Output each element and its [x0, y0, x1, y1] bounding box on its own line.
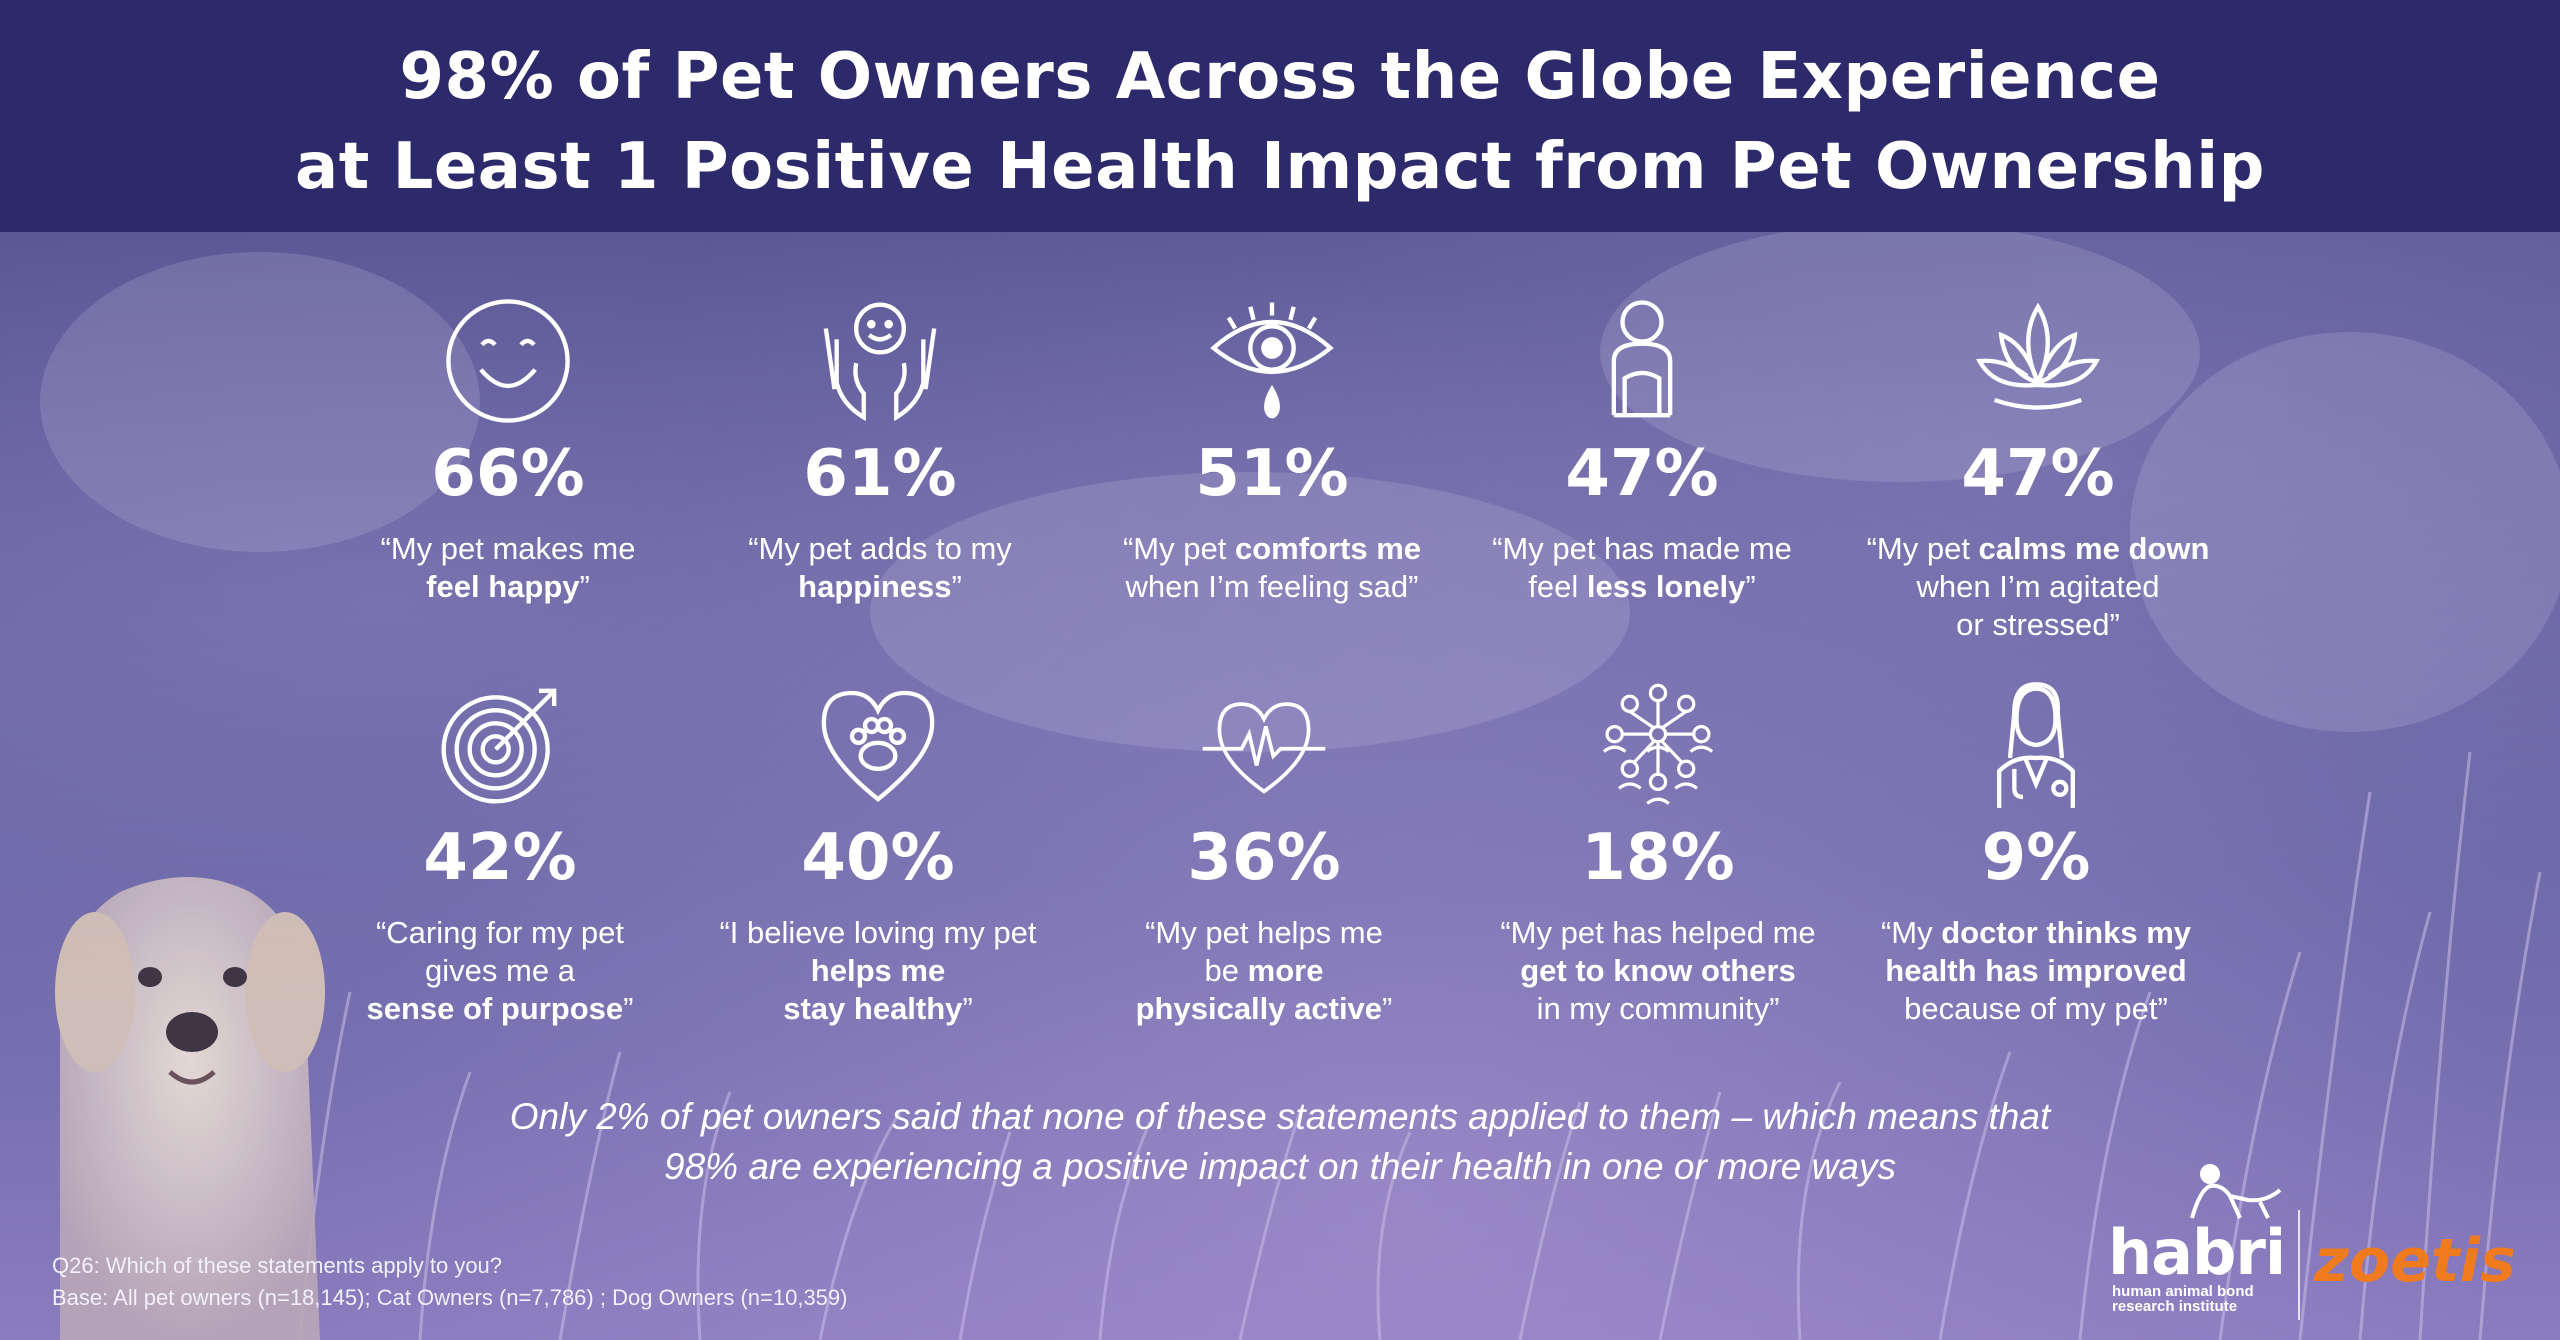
stat-sense-of-purpose: 42% “Caring for my pet gives me a sense of… [310, 680, 690, 1028]
stat-percent: 47% [1565, 437, 1719, 511]
stat-percent: 36% [1187, 821, 1341, 895]
zoetis-logo: zoetis [2314, 1226, 2516, 1296]
target-icon [441, 688, 557, 804]
community-network-icon [1602, 683, 1714, 805]
stat-know-others: 18% “My pet has helped me get to know oth… [1468, 680, 1848, 1028]
stat-percent: 40% [801, 821, 955, 895]
summary-text: Only 2% of pet owners said that none of … [300, 1092, 2260, 1192]
logo-divider [2298, 1210, 2300, 1320]
hands-holding-happy-face-icon [823, 302, 937, 422]
summary-line-1: Only 2% of pet owners said that none of … [509, 1096, 2051, 1137]
stat-quote: “My pet has made me feel less lonely” [1492, 531, 1792, 604]
stat-quote: “My pet has helped me get to know others i… [1500, 915, 1816, 1026]
stat-quote: “My doctor thinks my health has improved b… [1880, 915, 2192, 1026]
lonely-person-icon [1611, 300, 1673, 418]
stat-percent: 61% [803, 437, 957, 511]
stat-quote: “Caring for my pet gives me a sense of pur… [366, 915, 634, 1026]
summary-line-2: 98% are experiencing a positive impact o… [664, 1146, 1896, 1187]
stat-quote: “My pet comforts me when I’m feeling sad” [1122, 531, 1421, 604]
stat-percent: 66% [431, 437, 585, 511]
stat-happiness: 61% “My pet adds to my happiness” [690, 296, 1070, 606]
page-title: 98% of Pet Owners Across the Globe Exper… [0, 0, 2560, 212]
stat-quote: “My pet helps me be more physically active… [1135, 915, 1393, 1026]
footnote-base: Base: All pet owners (n=18,145); Cat Own… [52, 1285, 848, 1310]
paw-heart-icon [821, 690, 935, 802]
stat-percent: 9% [1981, 821, 2091, 895]
stat-calms-me-down: 47% “My pet calms me down when I’m agitat… [1848, 296, 2228, 644]
crying-eye-icon [1210, 302, 1334, 419]
doctor-icon [1997, 682, 2075, 808]
habri-logo-figures [2190, 1164, 2282, 1219]
sponsor-logos: habri human animal bond research institut… [2100, 1160, 2520, 1320]
stat-quote: “I believe loving my pet helps me stay hea… [719, 915, 1037, 1026]
survey-footnote: Q26: Which of these statements apply to … [52, 1250, 847, 1314]
stat-doctor-thinks: 9% “My doctor thinks my health has improv… [1846, 680, 2226, 1028]
title-line-2: at Least 1 Positive Health Impact from P… [295, 130, 2265, 204]
stat-feel-happy: 66% “My pet makes me feel happy” [318, 296, 698, 606]
habri-logo: habri [2108, 1216, 2286, 1289]
heartbeat-icon [1202, 702, 1326, 794]
stat-stay-healthy: 40% “I believe loving my pet helps me stay… [688, 680, 1068, 1028]
footnote-question: Q26: Which of these statements apply to … [52, 1253, 503, 1278]
stat-physically-active: 36% “My pet helps me be more physically ac… [1074, 680, 1454, 1028]
smiley-face-icon [446, 299, 570, 423]
lotus-flower-icon [1976, 302, 2100, 410]
stat-percent: 18% [1581, 821, 1735, 895]
stat-percent: 47% [1961, 437, 2115, 511]
stat-comforts-me: 51% “My pet comforts me when I’m feeling … [1082, 296, 1462, 606]
stat-quote: “My pet adds to my happiness” [748, 531, 1012, 604]
stat-percent: 51% [1195, 437, 1349, 511]
title-line-1: 98% of Pet Owners Across the Globe Exper… [399, 40, 2161, 114]
stat-less-lonely: 47% “My pet has made me feel less lonely” [1452, 296, 1832, 606]
stat-quote: “My pet makes me feel happy” [380, 531, 636, 604]
stat-quote: “My pet calms me down when I’m agitated or… [1866, 531, 2210, 642]
title-banner: 98% of Pet Owners Across the Globe Exper… [0, 0, 2560, 232]
habri-tagline: human animal bond research institute [2112, 1283, 2254, 1315]
stat-percent: 42% [423, 821, 577, 895]
